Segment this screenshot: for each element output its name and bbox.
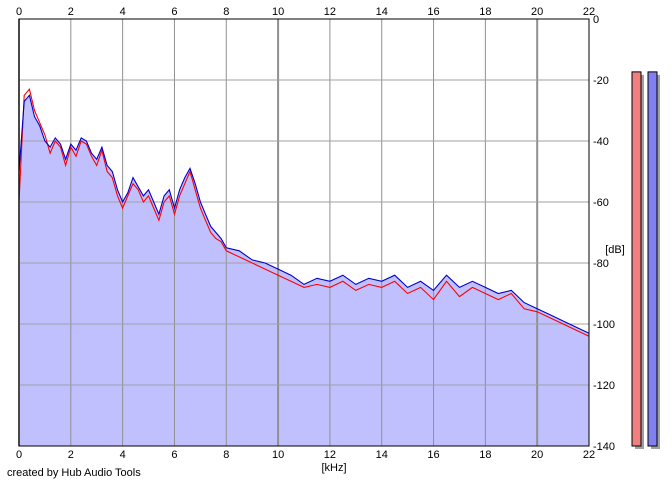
x-tick-label-top: 8 <box>223 6 229 18</box>
x-tick-label-bottom: 8 <box>223 449 229 461</box>
x-tick-label-bottom: 2 <box>68 449 74 461</box>
x-tick-label-bottom: 6 <box>171 449 177 461</box>
y-tick-label: -20 <box>593 75 609 87</box>
plot-frame <box>18 18 590 447</box>
spectrum-fill <box>19 95 589 447</box>
x-tick-label-top: 2 <box>68 6 74 18</box>
level-meter-1 <box>631 71 642 447</box>
series-line-2 <box>18 94 590 334</box>
x-tick-label-bottom: 18 <box>479 449 491 461</box>
x-tick-label-bottom: 10 <box>272 449 284 461</box>
y-axis-label: [dB] <box>605 244 625 256</box>
x-tick-label-top: 18 <box>479 6 491 18</box>
level-meter-2 <box>647 71 658 447</box>
series-line-1 <box>18 88 590 337</box>
x-tick-label-top: 22 <box>583 6 595 18</box>
x-tick-label-top: 20 <box>531 6 543 18</box>
x-tick-label-top: 6 <box>171 6 177 18</box>
x-tick-label-top: 14 <box>376 6 388 18</box>
level-meters <box>631 71 660 449</box>
x-tick-label-top: 12 <box>324 6 336 18</box>
x-tick-label-bottom: 16 <box>427 449 439 461</box>
x-tick-label-bottom: 20 <box>531 449 543 461</box>
x-tick-label-bottom: 14 <box>376 449 388 461</box>
plot-area <box>18 18 590 447</box>
x-tick-label-top: 4 <box>120 6 126 18</box>
credit-text: created by Hub Audio Tools <box>7 467 141 479</box>
x-tick-label-bottom: 0 <box>16 449 22 461</box>
x-tick-label-top: 0 <box>16 6 22 18</box>
y-tick-label: -120 <box>593 380 615 392</box>
x-tick-label-bottom: 4 <box>120 449 126 461</box>
x-axis-label: [kHz] <box>321 462 346 474</box>
x-tick-label-bottom: 12 <box>324 449 336 461</box>
y-tick-label: 0 <box>593 14 599 26</box>
axes: [kHz] [dB] 00224466881010121214141616181… <box>16 6 625 474</box>
y-tick-label: -60 <box>593 197 609 209</box>
y-tick-label: -140 <box>593 441 615 453</box>
y-tick-label: -40 <box>593 136 609 148</box>
x-tick-label-bottom: 22 <box>583 449 595 461</box>
x-tick-label-top: 10 <box>272 6 284 18</box>
y-tick-label: -100 <box>593 319 615 331</box>
y-tick-label: -80 <box>593 258 609 270</box>
x-tick-label-top: 16 <box>427 6 439 18</box>
